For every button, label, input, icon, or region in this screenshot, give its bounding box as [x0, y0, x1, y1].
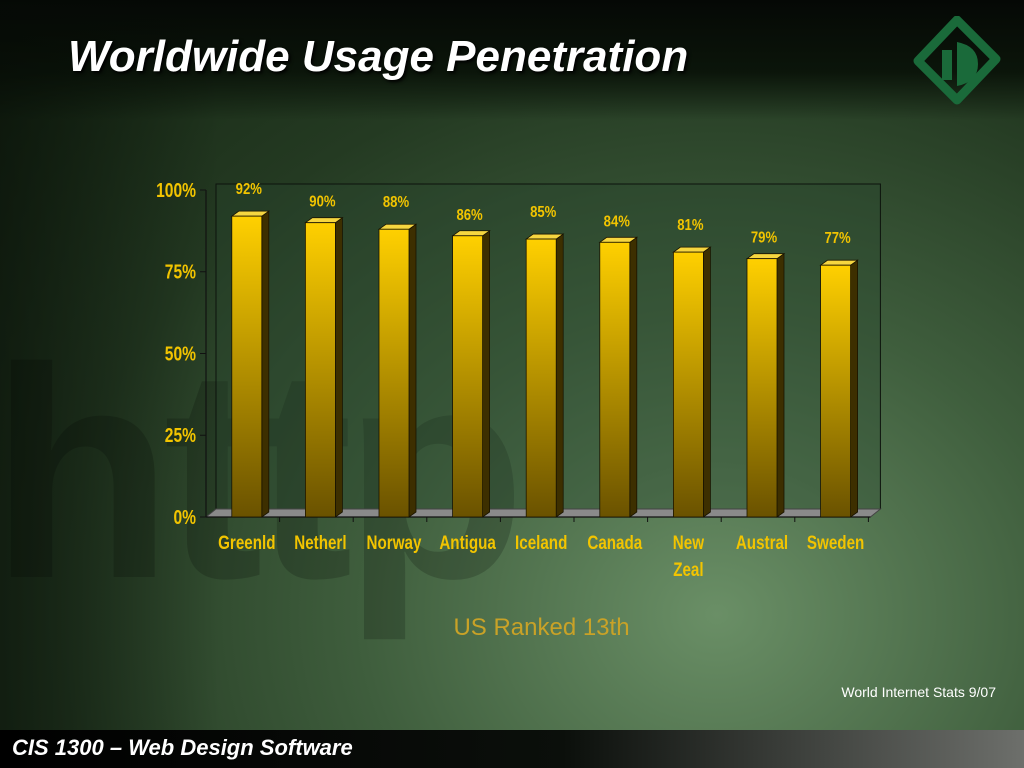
bar-iceland — [524, 233, 565, 518]
data-label: 81% — [677, 217, 703, 234]
slide-title: Worldwide Usage Penetration — [68, 32, 689, 81]
y-tick-label: 25% — [165, 424, 196, 446]
y-tick-label: 0% — [173, 506, 196, 528]
y-tick-label: 75% — [165, 261, 196, 283]
data-label: 84% — [604, 213, 630, 230]
bar-front — [599, 241, 631, 518]
data-label: 85% — [530, 204, 556, 221]
bar-top — [598, 236, 639, 243]
bar-front — [525, 238, 557, 518]
bar-top — [377, 223, 418, 230]
x-tick-label: New — [673, 531, 705, 553]
bar-top — [819, 259, 859, 266]
bar-front — [231, 215, 263, 518]
bar-front — [746, 258, 778, 518]
bar-side — [629, 236, 638, 518]
bar-side — [703, 246, 711, 518]
bar-side — [261, 210, 270, 518]
x-tick-label: Norway — [367, 531, 422, 553]
data-label: 92% — [236, 181, 262, 198]
bar-top — [672, 246, 712, 253]
y-tick-label: 100% — [156, 179, 196, 201]
x-tick-label: Canada — [587, 531, 642, 553]
bar-norway — [377, 223, 418, 518]
bar-side — [482, 230, 491, 518]
bar-front — [673, 251, 704, 518]
bar-top — [230, 210, 271, 217]
bar-side — [408, 223, 417, 518]
background-shade — [0, 0, 220, 768]
x-tick-label: Antigua — [439, 531, 496, 553]
bar-side — [334, 216, 343, 518]
bar-netherl — [304, 216, 344, 518]
source-note: World Internet Stats 9/07 — [841, 684, 996, 700]
bar-top — [451, 230, 491, 237]
bar-sweden — [819, 259, 859, 518]
bar-side — [850, 259, 858, 518]
bar-greenld — [230, 210, 271, 518]
bar-new-zeal — [672, 246, 712, 518]
bar-chart: 0% 25% 50% 75% 100% 92% Greenld 90% Netherl 88% No… — [156, 179, 882, 580]
data-label: 79% — [751, 230, 777, 247]
bar-front — [378, 228, 410, 518]
data-label: 90% — [309, 194, 335, 211]
bar-front — [820, 264, 851, 518]
data-label: 86% — [456, 207, 482, 224]
bar-front — [304, 222, 336, 518]
logo-icon — [913, 16, 1001, 105]
chart-subtitle: US Ranked 13th — [453, 614, 630, 641]
bar-side — [555, 233, 564, 518]
bar-top — [745, 253, 786, 260]
x-tick-label: Austral — [736, 531, 788, 553]
x-tick-label: Greenld — [218, 531, 275, 553]
bar-antigua — [451, 230, 491, 518]
x-tick-label: Zeal — [673, 558, 703, 580]
bar-side — [776, 252, 785, 518]
bar-austral — [745, 252, 786, 518]
bar-front — [452, 235, 484, 518]
footer-text: CIS 1300 – Web Design Software — [12, 735, 353, 760]
footer-band — [0, 730, 1024, 768]
x-tick-label: Iceland — [515, 531, 567, 553]
data-label: 88% — [383, 194, 409, 211]
bar-canada — [598, 236, 639, 518]
x-tick-label: Netherl — [294, 531, 346, 553]
bar-top — [524, 233, 565, 240]
y-tick-label: 50% — [165, 343, 196, 365]
bar-top — [304, 217, 344, 224]
x-tick-label: Sweden — [807, 531, 864, 553]
data-label: 77% — [824, 230, 850, 247]
